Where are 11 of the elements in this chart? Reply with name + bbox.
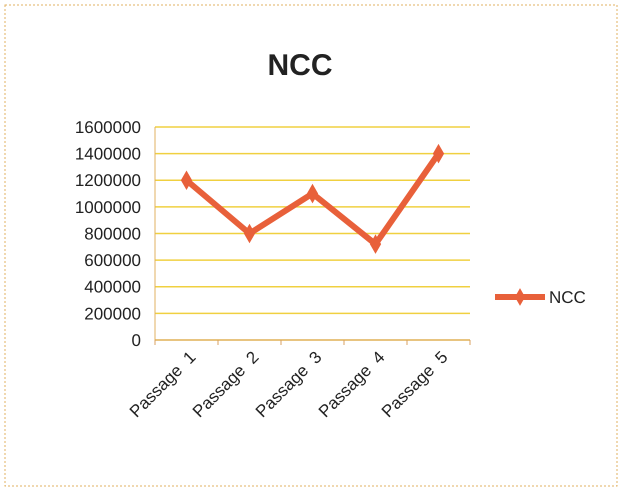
y-tick-label: 200000 [84, 304, 141, 324]
y-tick-label: 1600000 [74, 118, 141, 137]
y-tick-label: 600000 [84, 251, 141, 270]
y-tick-label: 1000000 [74, 198, 141, 217]
y-tick-label: 0 [132, 330, 141, 350]
legend-label: NCC [549, 288, 586, 307]
y-tick-label: 1400000 [74, 144, 141, 164]
y-tick-label: 1200000 [74, 171, 141, 190]
chart-title: NCC [268, 49, 332, 82]
y-tick-label: 400000 [84, 278, 141, 297]
y-tick-label: 800000 [84, 224, 141, 244]
